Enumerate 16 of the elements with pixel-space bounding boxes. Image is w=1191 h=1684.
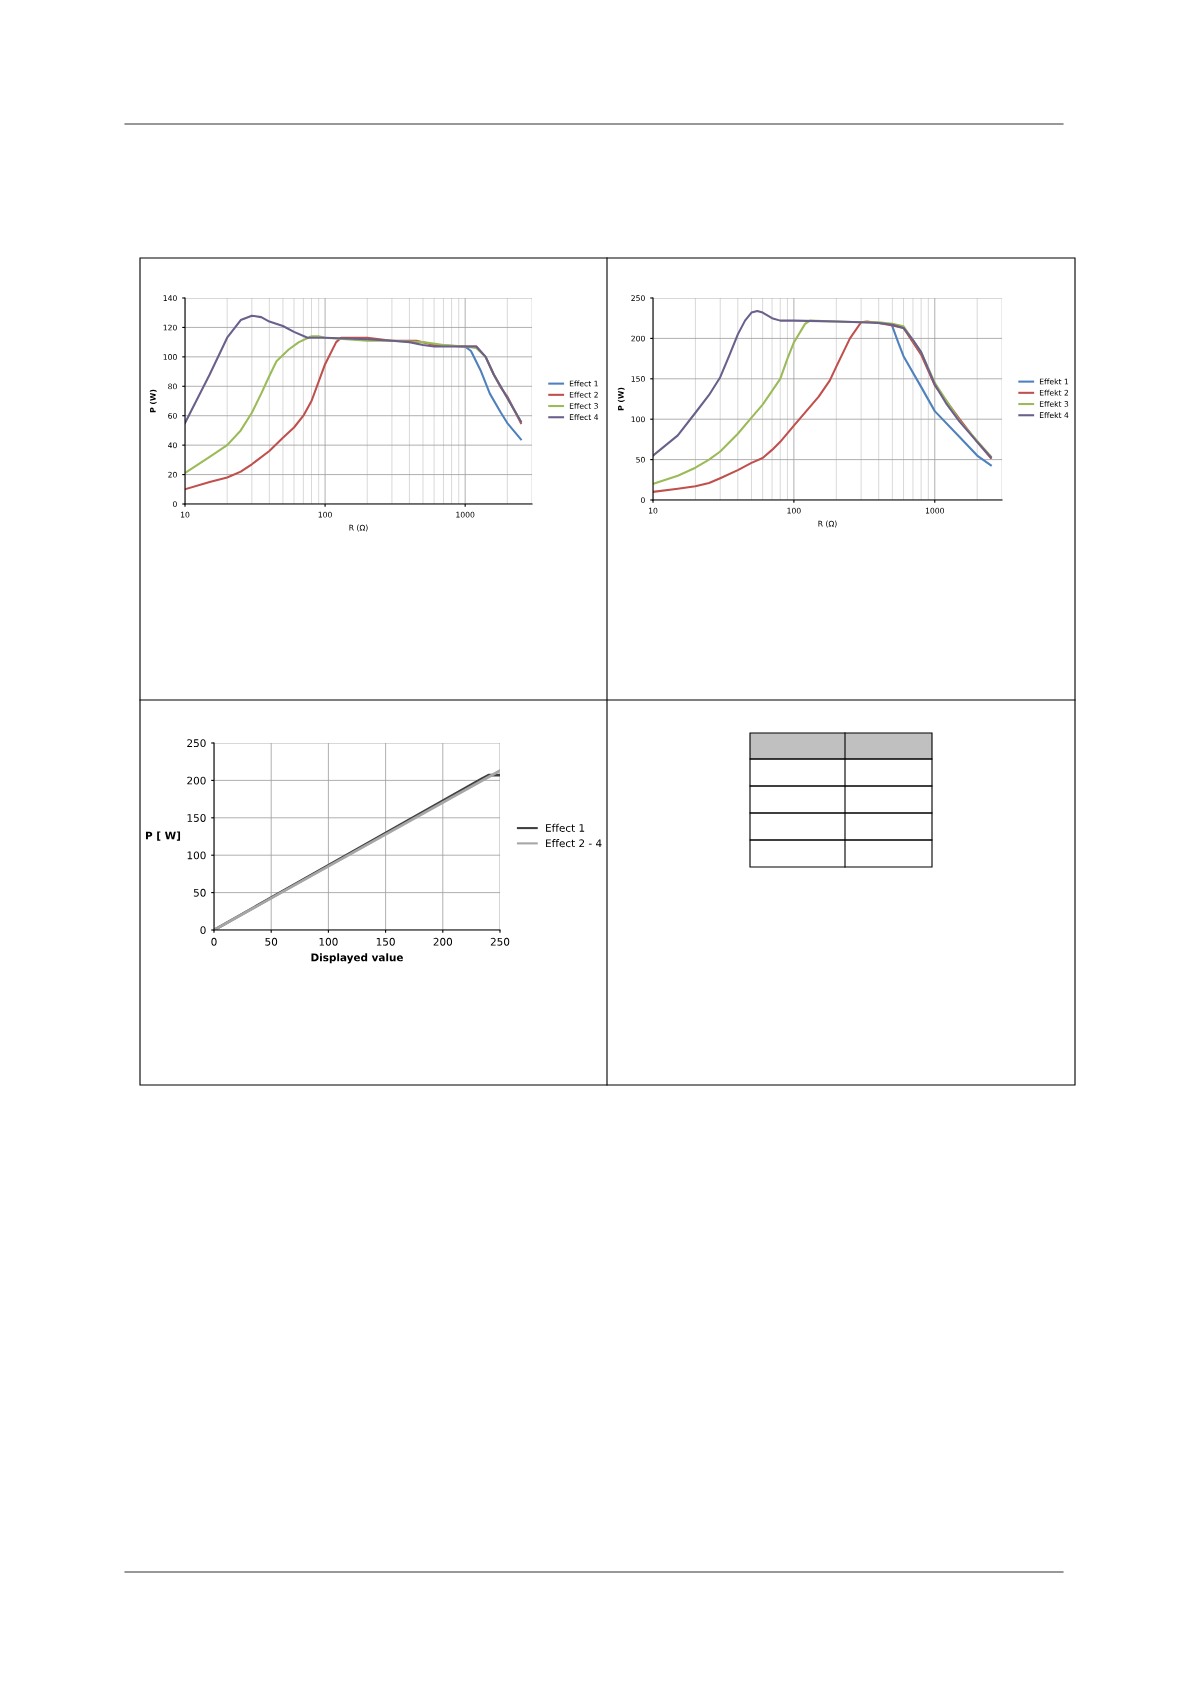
x-tick-label: 0 <box>211 937 217 946</box>
y-tick-label: 150 <box>187 814 206 822</box>
y-tick-label: 50 <box>193 888 206 897</box>
x-tick-label: 200 <box>433 937 453 946</box>
y-tick-label: 0 <box>200 926 206 935</box>
y-tick-label: 100 <box>187 851 206 860</box>
legend-label: Effect 1 <box>546 823 585 832</box>
y-axis-title: P [ W] <box>145 831 181 841</box>
x-axis-title: Displayed value <box>311 953 403 964</box>
x-tick-label: 100 <box>319 937 338 946</box>
y-tick-label: 200 <box>187 776 206 785</box>
x-tick-label: 150 <box>376 937 395 946</box>
x-tick-label: 50 <box>265 937 278 946</box>
x-tick-label: 250 <box>490 937 510 946</box>
legend-label: Effect 2 - 4 <box>546 839 602 848</box>
y-tick-label: 250 <box>187 739 206 748</box>
